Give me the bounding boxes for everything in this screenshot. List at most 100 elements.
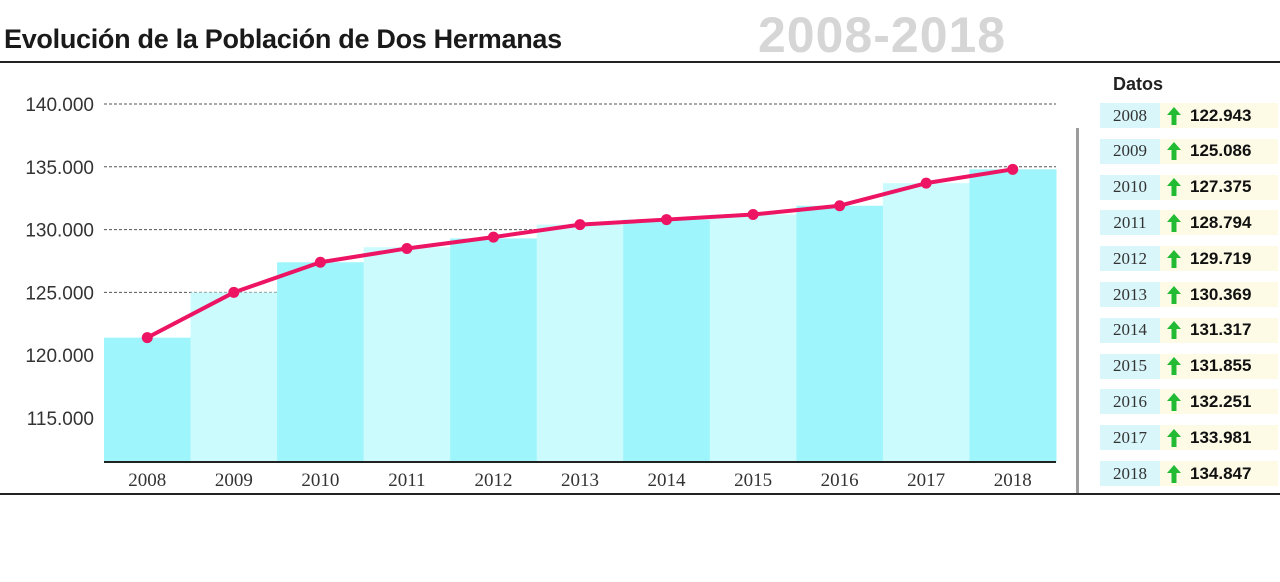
y-tick-label: 135.000 [25, 158, 94, 179]
data-row-year: 2015 [1100, 353, 1160, 379]
data-row-value-cell: 127.375 [1160, 174, 1278, 200]
up-arrow-icon [1164, 321, 1184, 340]
data-table-heading: Datos [1113, 74, 1164, 94]
point-2011 [401, 242, 413, 254]
data-row-value-cell: 131.317 [1160, 317, 1278, 343]
data-row-value-cell: 129.719 [1160, 246, 1278, 272]
bar-2016 [796, 205, 884, 462]
x-tick-label: 2016 [821, 470, 859, 491]
point-2010 [314, 256, 326, 268]
x-tick-label: 2015 [734, 470, 772, 491]
data-row-value: 125.086 [1190, 141, 1252, 161]
point-2016 [834, 200, 846, 212]
data-row: 2015 131.855 [1100, 353, 1278, 379]
data-row-value-cell: 134.847 [1160, 461, 1278, 486]
data-row-value: 129.719 [1190, 248, 1252, 268]
data-row-year: 2016 [1100, 389, 1160, 415]
data-row-value-cell: 122.943 [1160, 103, 1278, 128]
data-row: 2009 125.086 [1100, 138, 1278, 164]
data-row-value: 132.251 [1190, 391, 1252, 411]
year-range: 2008-2018 [758, 7, 1007, 63]
x-tick-label: 2012 [474, 470, 512, 491]
data-row-value-cell: 132.251 [1160, 389, 1278, 415]
bar-2018 [969, 169, 1057, 462]
data-row-value-cell: 128.794 [1160, 210, 1278, 236]
chart-title: Evolución de la Población de Dos Hermana… [4, 24, 562, 54]
x-tick-label: 2011 [388, 470, 425, 491]
data-row-value: 122.943 [1190, 105, 1252, 125]
data-row-year: 2010 [1100, 174, 1160, 200]
up-arrow-icon [1164, 464, 1184, 483]
y-tick-label: 140.000 [25, 95, 94, 116]
data-row: 2010 127.375 [1100, 174, 1278, 200]
data-row-year: 2011 [1100, 210, 1160, 236]
up-arrow-icon [1164, 392, 1184, 411]
data-row-value: 131.317 [1190, 320, 1252, 340]
data-row-value: 131.855 [1190, 356, 1252, 376]
population-chart: 140.000 135.000 130.000 125.000 120.000 115.0… [25, 95, 1057, 491]
data-row-value-cell: 130.369 [1160, 282, 1278, 307]
data-row: 2011 128.794 [1100, 210, 1278, 236]
point-2017 [920, 177, 932, 189]
x-tick-label: 2010 [301, 470, 339, 491]
data-row: 2012 129.719 [1100, 246, 1278, 272]
x-tick-label: 2009 [215, 470, 253, 491]
data-row-year: 2018 [1100, 461, 1160, 486]
point-2018 [1007, 163, 1019, 175]
bar-2009 [190, 292, 278, 462]
bar-2008 [104, 337, 192, 462]
panel-divider [1076, 128, 1079, 494]
data-row-year: 2009 [1100, 138, 1160, 164]
bar-2010 [277, 262, 365, 462]
up-arrow-icon [1164, 106, 1184, 125]
x-tick-label: 2017 [907, 470, 945, 491]
up-arrow-icon [1164, 357, 1184, 376]
x-tick-label: 2014 [648, 470, 687, 491]
data-row: 2017 133.981 [1100, 425, 1278, 451]
up-arrow-icon [1164, 285, 1184, 304]
data-row-value: 133.981 [1190, 427, 1252, 447]
point-2012 [487, 231, 499, 243]
data-row-value-cell: 125.086 [1160, 138, 1278, 164]
x-tick-label: 2018 [994, 470, 1032, 491]
data-row: 2016 132.251 [1100, 389, 1278, 415]
point-2009 [228, 286, 240, 298]
point-2008 [141, 332, 153, 344]
point-2014 [661, 214, 673, 226]
x-tick-label: 2013 [561, 470, 599, 491]
data-row-value: 127.375 [1190, 177, 1252, 197]
up-arrow-icon [1164, 428, 1184, 447]
data-row: 2014 131.317 [1100, 317, 1278, 343]
top-rule [0, 61, 1280, 63]
data-row: 2008 122.943 [1100, 103, 1278, 128]
data-row: 2013 130.369 [1100, 282, 1278, 307]
data-row-year: 2008 [1100, 103, 1160, 128]
data-row-value-cell: 133.981 [1160, 425, 1278, 451]
bar-2015 [709, 214, 797, 462]
y-tick-label: 120.000 [25, 346, 94, 367]
point-2015 [747, 209, 759, 221]
data-row-year: 2013 [1100, 282, 1160, 307]
data-row-year: 2014 [1100, 317, 1160, 343]
data-row-value: 128.794 [1190, 212, 1252, 232]
data-row-year: 2017 [1100, 425, 1160, 451]
up-arrow-icon [1164, 249, 1184, 268]
bottom-rule [0, 493, 1280, 495]
up-arrow-icon [1164, 178, 1184, 197]
bar-2012 [450, 238, 538, 462]
y-tick-label: 115.000 [27, 409, 94, 430]
data-row-value: 134.847 [1190, 463, 1252, 483]
up-arrow-icon [1164, 142, 1184, 161]
bar-2013 [536, 224, 624, 462]
point-2013 [574, 219, 586, 231]
data-row-value: 130.369 [1190, 284, 1252, 304]
data-row: 2018 134.847 [1100, 461, 1278, 486]
bar-2014 [623, 219, 711, 462]
bar-2011 [363, 247, 451, 462]
x-tick-label: 2008 [128, 470, 166, 491]
up-arrow-icon [1164, 213, 1184, 232]
data-row-value-cell: 131.855 [1160, 353, 1278, 379]
y-tick-label: 125.000 [25, 283, 94, 304]
y-tick-label: 130.000 [25, 221, 94, 242]
data-row-year: 2012 [1100, 246, 1160, 272]
